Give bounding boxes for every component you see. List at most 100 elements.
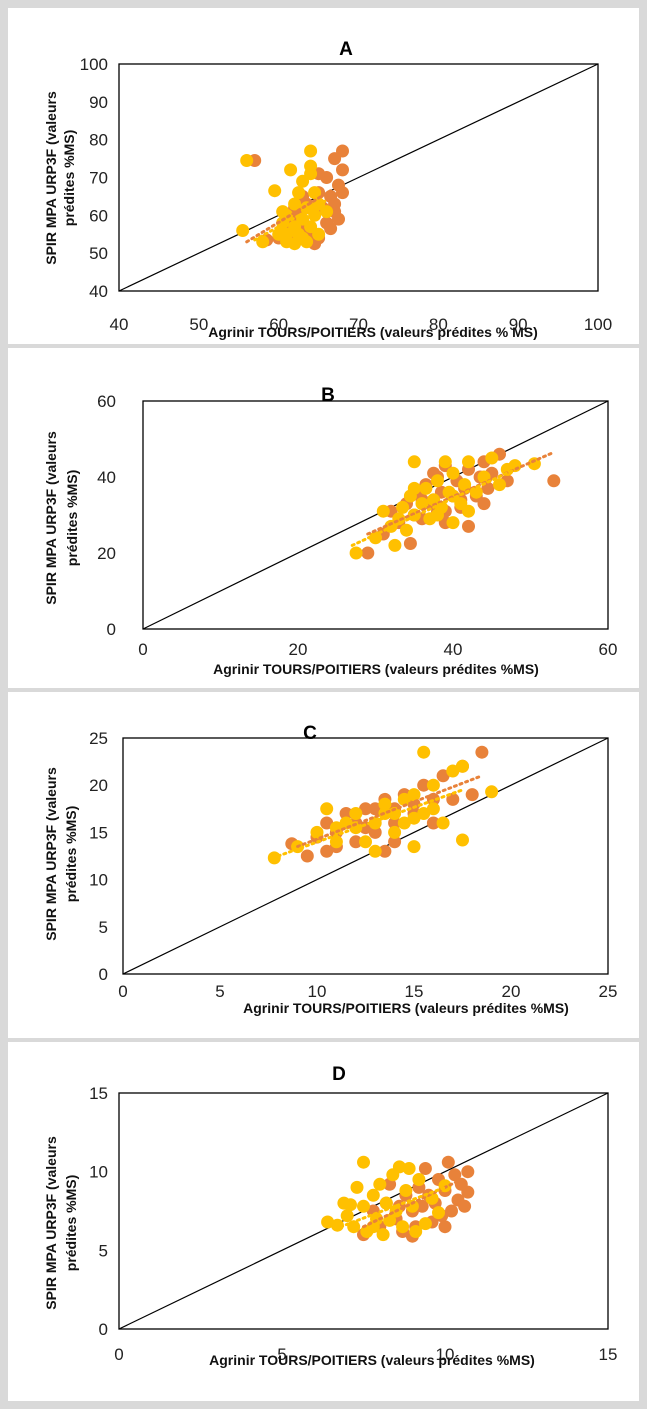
data-point [336, 144, 349, 158]
data-point [409, 1225, 423, 1238]
data-point [361, 546, 375, 560]
data-point [445, 1204, 458, 1218]
data-point [436, 816, 450, 830]
trend-line [276, 788, 464, 858]
y-tick-label: 90 [89, 93, 108, 112]
data-point [339, 807, 353, 820]
x-tick-label: 15 [599, 1345, 618, 1364]
data-point [392, 1160, 406, 1174]
data-point [378, 797, 392, 811]
y-tick-label: 60 [89, 206, 108, 225]
y-tick-label: 5 [99, 1241, 108, 1260]
panel-divider [8, 1038, 639, 1042]
data-point [456, 759, 469, 773]
data-point [350, 1180, 364, 1194]
data-point [296, 231, 310, 245]
data-point [304, 144, 318, 158]
x-tick-label: 70 [349, 315, 368, 334]
data-point [379, 1196, 393, 1210]
x-axis-label: Agrinir TOURS/POITIERS (valeurs prédites… [243, 1000, 569, 1016]
data-point [366, 1188, 380, 1202]
identity-line [118, 63, 599, 292]
data-point [426, 816, 440, 830]
data-point [304, 159, 318, 173]
data-point [308, 186, 322, 200]
y-axis-label: SPIR MPA URP3F (valeurs [43, 767, 59, 941]
x-tick-label: 40 [110, 315, 129, 334]
y-axis-label: prédites %MS) [63, 806, 79, 902]
data-point [485, 785, 499, 799]
data-point [419, 481, 433, 495]
data-point [378, 844, 392, 858]
data-point [407, 811, 421, 825]
x-tick-label: 0 [114, 1345, 123, 1364]
data-point [330, 1218, 344, 1232]
chart-panel-b: 0 20 40 60 0 20 40 60 B Agrinir TOURS/POITIERS (v… [8, 348, 639, 688]
y-axis-label: SPIR MPA URP3F (valeurs [43, 1136, 59, 1310]
x-axis-label: Agrinir TOURS/POITIERS (valeurs prédites… [209, 1352, 535, 1368]
data-point [417, 778, 431, 792]
y-axis-label: prédites %MS) [64, 470, 80, 566]
trend-line [245, 189, 333, 244]
data-point [397, 816, 411, 830]
data-point [256, 235, 270, 249]
y-tick-label: 0 [99, 965, 108, 984]
identity-line [142, 400, 609, 630]
chart-title: B [321, 385, 335, 406]
chart-panel-a: 40 50 60 70 80 90 100 40 50 60 70 80 90 100 A Agrinir T… [8, 8, 639, 344]
x-axis-label: Agrinir TOURS/POITIERS (valeurs prédites… [208, 324, 538, 340]
data-point [417, 745, 431, 759]
data-point [547, 474, 561, 488]
x-tick-label: 10 [436, 1345, 455, 1364]
data-point [458, 478, 472, 492]
data-point [407, 840, 421, 854]
data-point [300, 849, 314, 863]
chart-title: C [303, 723, 317, 744]
data-point [396, 1220, 410, 1234]
data-point [336, 186, 349, 200]
data-point [426, 778, 440, 792]
data-point [399, 1184, 413, 1197]
y-axis-label: SPIR MPA URP3F (valeurs [43, 431, 59, 605]
x-tick-label: 15 [405, 982, 424, 1001]
data-point [438, 1220, 452, 1234]
data-point [267, 851, 281, 865]
x-tick-label: 0 [118, 982, 127, 1001]
data-point [417, 807, 431, 820]
data-point [493, 478, 506, 492]
data-point [349, 835, 363, 849]
data-point [376, 1228, 390, 1242]
data-point [438, 455, 452, 469]
data-point [446, 466, 460, 480]
x-axis-label: Agrinir TOURS/POITIERS (valeurs prédites… [213, 661, 539, 677]
plot-area-d [118, 1092, 609, 1330]
plot-area-a [118, 63, 599, 292]
data-point [349, 546, 363, 560]
data-point [388, 816, 402, 830]
y-tick-label: 10 [89, 1163, 108, 1182]
y-axis-label: prédites %MS) [63, 1175, 79, 1271]
x-tick-label: 40 [444, 640, 463, 659]
data-point [336, 163, 349, 177]
y-tick-label: 70 [89, 169, 108, 188]
data-point [347, 1220, 361, 1234]
data-point [308, 208, 322, 222]
data-point [357, 1199, 370, 1213]
data-point [359, 835, 372, 849]
data-point [446, 764, 460, 778]
y-tick-label: 15 [89, 823, 108, 842]
data-point [456, 833, 469, 847]
data-point [292, 186, 306, 200]
data-point [485, 451, 499, 465]
chart-title: A [339, 39, 353, 60]
data-point [268, 184, 282, 198]
data-point [240, 154, 254, 167]
data-point [368, 825, 382, 839]
x-tick-label: 20 [289, 640, 308, 659]
data-point [388, 835, 402, 849]
y-tick-label: 0 [99, 1320, 108, 1339]
data-point [461, 1165, 475, 1179]
data-point [321, 1215, 335, 1229]
x-tick-label: 60 [269, 315, 288, 334]
data-point [329, 835, 343, 849]
